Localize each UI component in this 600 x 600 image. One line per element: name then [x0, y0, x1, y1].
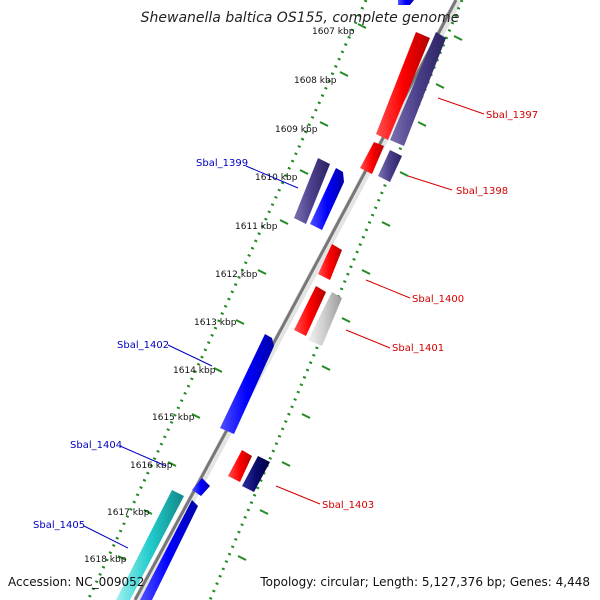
tick-label: 1608 kbp [294, 76, 337, 86]
gene-label-sbal-1398[interactable]: Sbal_1398 [456, 186, 508, 197]
gene-sbal-1398-dark [378, 150, 402, 182]
genome-summary-text: Topology: circular; Length: 5,127,376 bp… [259, 575, 590, 589]
gene-label-sbal-1403[interactable]: Sbal_1403 [322, 500, 374, 511]
reverse-strand-genes [116, 0, 414, 600]
tick-label: 1616 kbp [130, 461, 173, 471]
gene-sbal-1403 [228, 450, 252, 482]
gene-label-sbal-1400[interactable]: Sbal_1400 [412, 294, 464, 305]
gene-label-sbal-1401[interactable]: Sbal_1401 [392, 343, 444, 354]
gene-labels: Sbal_1397 Sbal_1398 Sbal_1399 Sbal_1400 … [33, 110, 538, 531]
gene-sbal-1404 [192, 478, 210, 496]
tick-label: 1615 kbp [152, 413, 195, 423]
map-title: Shewanella baltica OS155, complete genom… [141, 10, 460, 26]
forward-strand-genes [228, 32, 446, 492]
gene-sbal-1405 [140, 500, 198, 600]
gene-sbal-1397-dark [390, 32, 446, 146]
gene-label-sbal-1399[interactable]: Sbal_1399 [196, 158, 248, 169]
gene-arrow-top [398, 0, 414, 5]
tick-label: 1613 kbp [194, 318, 237, 328]
gene-sbal-1402 [220, 334, 274, 434]
gene-sbal-1400 [318, 244, 342, 280]
tick-label: 1618 kbp [84, 555, 127, 565]
outer-ruler-ticks [117, 23, 367, 561]
label-leader-lines [83, 97, 485, 549]
tick-label: 1609 kbp [275, 125, 318, 135]
gene-sbal-1399 [310, 168, 344, 230]
tick-label: 1612 kbp [215, 270, 258, 280]
tick-label: 1614 kbp [173, 366, 216, 376]
gene-sbal-1397 [376, 32, 430, 140]
inner-ruler-ticks [237, 35, 463, 561]
gene-sbal-1399-dark [294, 158, 330, 224]
gene-label-sbal-1397[interactable]: Sbal_1397 [486, 110, 538, 121]
tick-label: 1611 kbp [235, 222, 278, 232]
gene-sbal-1403-navy [242, 456, 270, 492]
tick-label: 1617 kbp [107, 508, 150, 518]
genome-backbone [133, 0, 462, 600]
gene-sbal-1401 [308, 292, 342, 346]
accession-text: Accession: NC_009052 [8, 575, 144, 589]
gene-sbal-1405-cyan [116, 490, 184, 600]
gene-label-sbal-1404[interactable]: Sbal_1404 [70, 440, 122, 451]
gene-label-sbal-1402[interactable]: Sbal_1402 [117, 340, 169, 351]
gene-sbal-1400-b [294, 286, 326, 336]
gene-label-sbal-1405[interactable]: Sbal_1405 [33, 520, 85, 531]
tick-label: 1610 kbp [255, 173, 298, 183]
gene-sbal-1398 [360, 142, 384, 174]
ruler-tick-labels: 1607 kbp 1608 kbp 1609 kbp 1610 kbp 1611… [84, 27, 355, 565]
tick-label: 1607 kbp [312, 27, 355, 37]
